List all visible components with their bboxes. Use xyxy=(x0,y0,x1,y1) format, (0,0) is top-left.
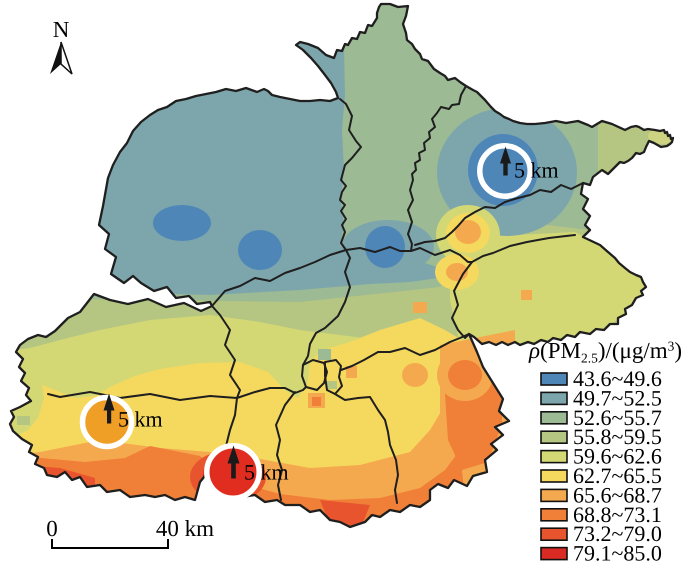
svg-text:73.2~79.0: 73.2~79.0 xyxy=(573,521,662,546)
svg-text:59.6~62.6: 59.6~62.6 xyxy=(573,444,662,469)
svg-text:5 km: 5 km xyxy=(244,460,289,485)
svg-text:52.6~55.7: 52.6~55.7 xyxy=(573,405,662,430)
svg-text:65.6~68.7: 65.6~68.7 xyxy=(573,482,662,507)
svg-text:40 km: 40 km xyxy=(156,516,214,541)
svg-text:68.8~73.1: 68.8~73.1 xyxy=(573,502,662,527)
svg-text:43.6~49.6: 43.6~49.6 xyxy=(573,366,662,391)
svg-text:5 km: 5 km xyxy=(118,407,163,432)
svg-text:N: N xyxy=(53,17,70,42)
svg-text:55.8~59.5: 55.8~59.5 xyxy=(573,424,662,449)
svg-text:ρ(PM2.5)/(μg/m3): ρ(PM2.5)/(μg/m3) xyxy=(528,338,682,366)
svg-text:62.7~65.5: 62.7~65.5 xyxy=(573,463,662,488)
svg-text:49.7~52.5: 49.7~52.5 xyxy=(573,385,662,410)
svg-text:0: 0 xyxy=(46,516,58,541)
svg-text:5 km: 5 km xyxy=(514,158,559,183)
svg-text:79.1~85.0: 79.1~85.0 xyxy=(573,541,662,566)
